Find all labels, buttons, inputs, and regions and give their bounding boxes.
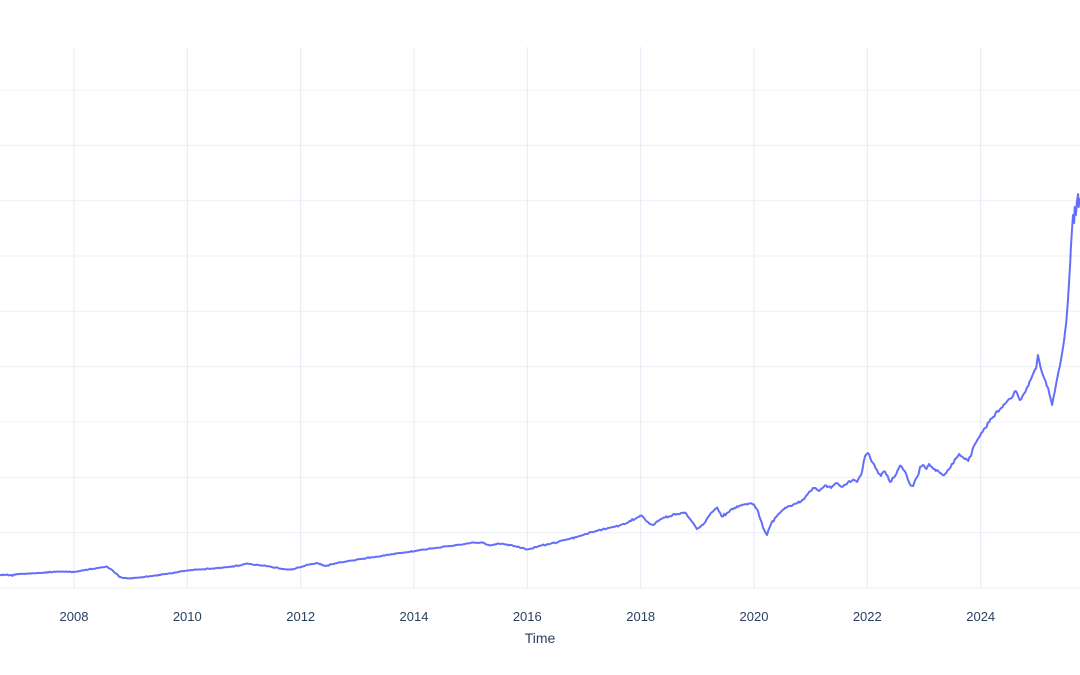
x-tick-label: 2012 [286, 609, 315, 624]
price-line [0, 193, 1080, 580]
x-tick-label: 2022 [853, 609, 882, 624]
x-tick-label: 2010 [173, 609, 202, 624]
x-tick-label: 2008 [60, 609, 89, 624]
x-tick-label: 2014 [400, 609, 429, 624]
x-tick-label: 2024 [966, 609, 995, 624]
x-tick-label: 2016 [513, 609, 542, 624]
x-axis-title: Time [524, 630, 556, 646]
x-tick-label: 2020 [740, 609, 769, 624]
x-tick-label: 2018 [626, 609, 655, 624]
